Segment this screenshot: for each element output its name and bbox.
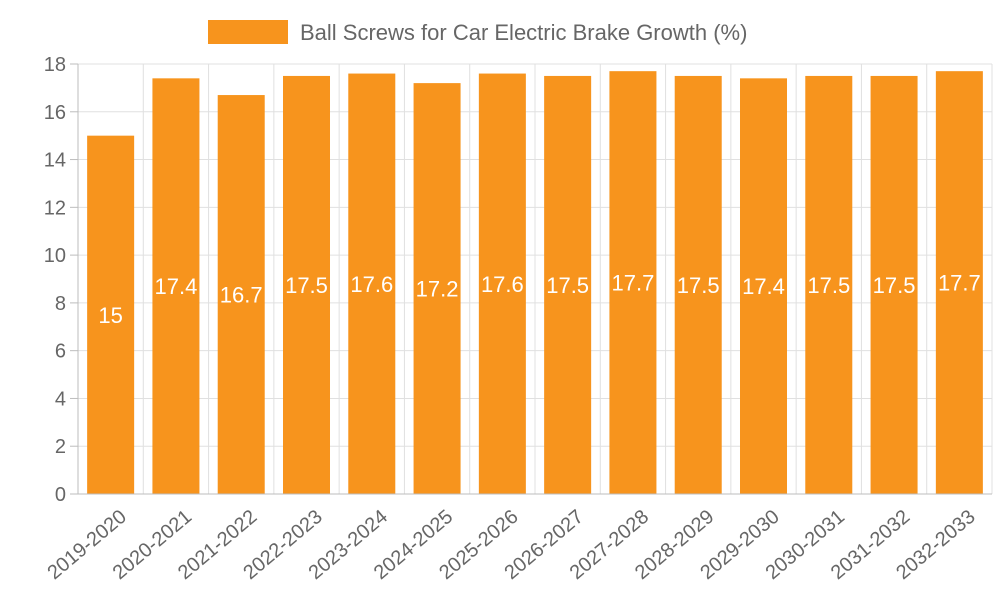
y-tick-label: 18 bbox=[44, 54, 66, 76]
y-tick-label: 0 bbox=[55, 484, 66, 506]
legend-swatch bbox=[208, 20, 288, 44]
y-tick-label: 6 bbox=[55, 341, 66, 363]
y-axis-ticks: 0 2 4 6 8 10 12 14 16 18 bbox=[44, 54, 78, 506]
bar-value-label: 17.7 bbox=[612, 271, 655, 296]
bar[interactable] bbox=[739, 78, 788, 494]
bar-value-label: 17.6 bbox=[481, 272, 524, 297]
bar[interactable] bbox=[544, 75, 592, 494]
bar-value-label: 17.6 bbox=[350, 272, 393, 297]
y-tick-label: 4 bbox=[55, 388, 66, 410]
bar-value-label: 17.5 bbox=[285, 273, 328, 298]
bar[interactable] bbox=[348, 73, 396, 495]
bar-value-label: 17.5 bbox=[807, 273, 850, 298]
bar[interactable] bbox=[87, 135, 135, 494]
bar[interactable] bbox=[674, 75, 722, 494]
bar-value-label: 17.5 bbox=[873, 273, 916, 298]
bar-value-label: 17.4 bbox=[155, 274, 198, 299]
bar[interactable] bbox=[870, 75, 918, 494]
legend[interactable]: Ball Screws for Car Electric Brake Growt… bbox=[208, 20, 747, 45]
y-tick-label: 8 bbox=[55, 293, 66, 315]
bar-value-label: 15 bbox=[98, 303, 122, 328]
gridlines bbox=[77, 63, 993, 495]
legend-label: Ball Screws for Car Electric Brake Growt… bbox=[300, 20, 747, 45]
bar[interactable] bbox=[805, 75, 853, 494]
y-tick-label: 16 bbox=[44, 102, 66, 124]
bar[interactable] bbox=[217, 95, 265, 495]
bar[interactable] bbox=[152, 78, 200, 494]
bar-value-label: 17.4 bbox=[742, 274, 785, 299]
y-tick-label: 2 bbox=[55, 436, 66, 458]
bar[interactable] bbox=[478, 73, 526, 495]
x-axis-ticks: 2019-20202020-20212021-20222022-20232023… bbox=[43, 506, 979, 584]
y-tick-label: 12 bbox=[44, 197, 66, 219]
bar[interactable] bbox=[413, 83, 461, 494]
bar-value-label: 17.5 bbox=[546, 273, 589, 298]
bar[interactable] bbox=[609, 71, 657, 495]
bar-value-labels: 15 17.4 16.7 17.5 17.6 17.2 17.6 17.5 17.7 17.5 17… bbox=[98, 271, 980, 328]
y-tick-label: 10 bbox=[44, 245, 66, 267]
axes bbox=[77, 64, 992, 495]
bar-value-label: 17.7 bbox=[938, 271, 981, 296]
bar[interactable] bbox=[935, 71, 983, 495]
bar[interactable] bbox=[282, 75, 331, 494]
y-tick-label: 14 bbox=[44, 150, 66, 172]
bar-value-label: 17.2 bbox=[416, 277, 459, 302]
bar-value-label: 17.5 bbox=[677, 273, 720, 298]
bar-value-label: 16.7 bbox=[220, 283, 263, 308]
bars bbox=[87, 71, 983, 495]
